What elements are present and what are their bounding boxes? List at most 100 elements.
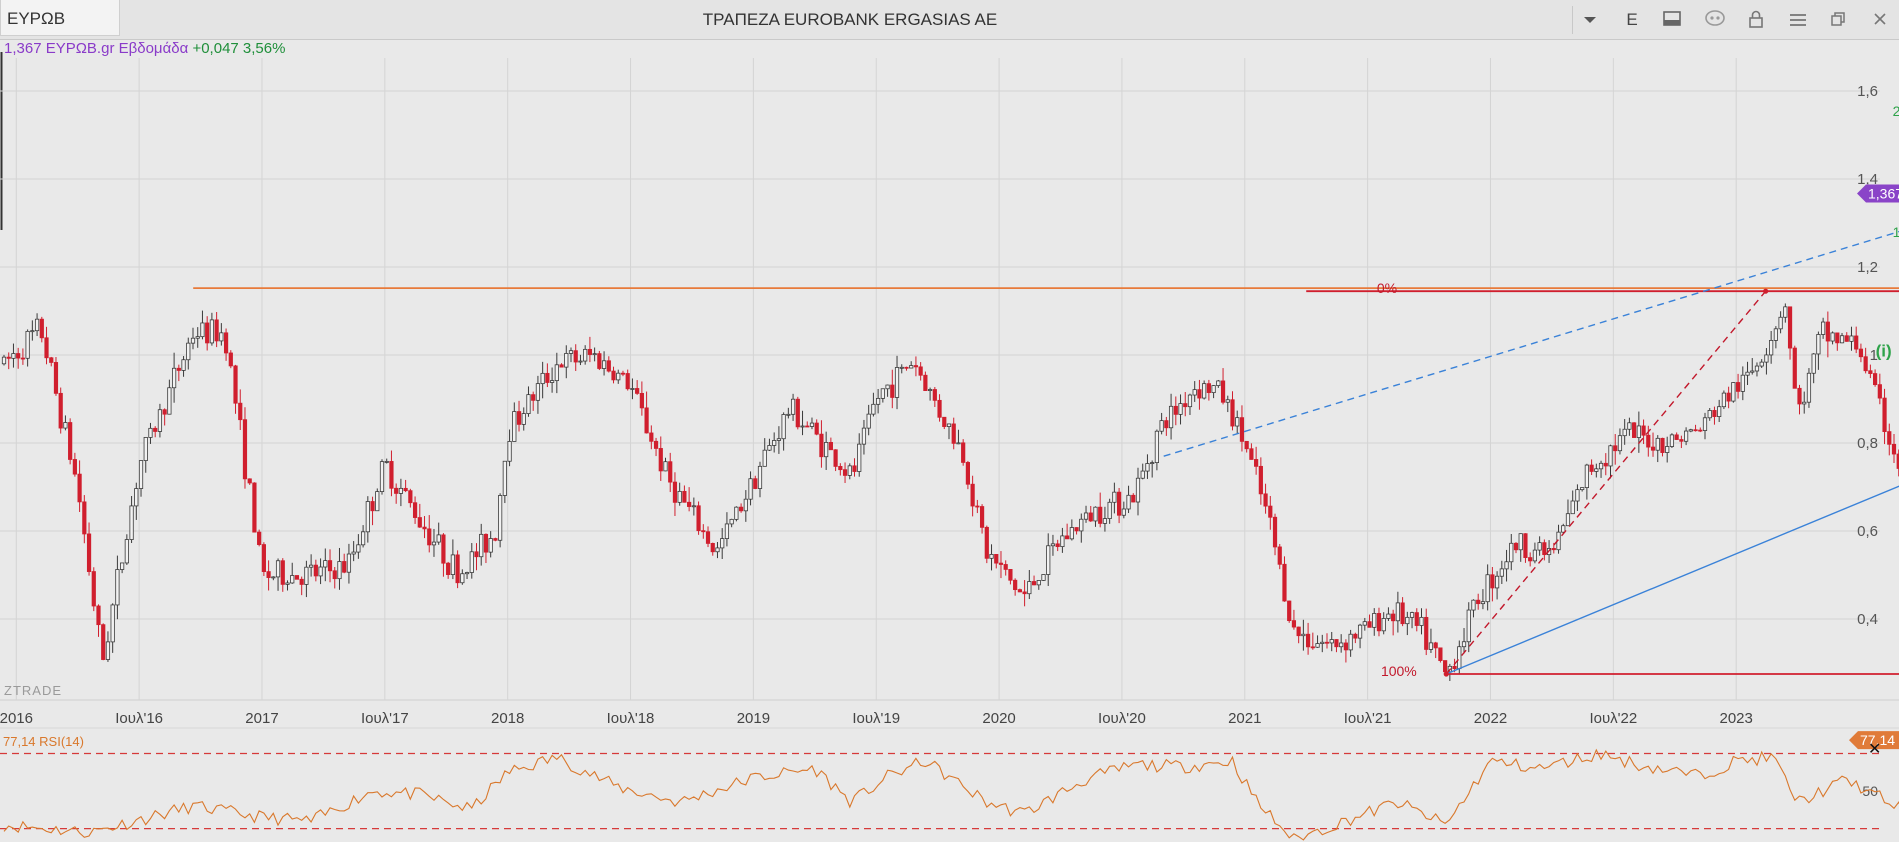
candle-body [956,442,961,445]
rsi-close-icon[interactable]: ✕ [1868,741,1882,758]
dropdown-chevron-icon[interactable] [1572,0,1608,39]
candle-body [885,384,890,390]
y-tick-label: 1 [1870,347,1878,364]
candle-body [1,356,7,365]
candle-body [1523,533,1528,558]
candle-body [129,505,134,540]
menu-icon[interactable] [1780,0,1816,39]
candle-body [1287,600,1292,622]
candle-body [1849,335,1854,342]
candle-body [1433,642,1438,649]
candle-body [30,330,35,333]
candle-body [1282,563,1287,602]
candle-body [1050,543,1056,547]
candle-body [1702,417,1708,431]
candle-body [559,364,564,368]
candle-body [1863,356,1868,372]
candle-body [535,383,541,401]
candle-body [11,353,16,359]
candle-body [205,322,210,344]
candle-body [890,384,895,398]
candle-body [583,348,588,362]
candle-body [1707,410,1712,419]
candle-body [1608,445,1613,467]
candle-body [710,543,715,553]
candle-body [625,373,630,390]
restore-icon[interactable] [1820,0,1856,39]
candle-body [469,551,474,573]
candle-body [1145,463,1150,472]
candle-body [1003,564,1008,570]
candle-body [975,505,980,508]
x-tick-label: 2021 [1228,710,1261,727]
candle-body [786,413,791,416]
e-button[interactable]: E [1626,10,1638,29]
candle-body [120,562,125,570]
candle-body [1613,445,1618,452]
candle-body [1660,437,1665,453]
candle-body [351,551,356,555]
candle-body [1759,361,1764,367]
candle-body [1168,405,1174,429]
candle-body [1230,399,1235,427]
x-tick-label: Ιουλ'21 [1344,710,1392,727]
candle-body [687,501,692,507]
candle-body [814,422,819,435]
candle-body [422,526,427,530]
candle-body [1140,470,1145,479]
candle-body [384,461,389,463]
candle-body [516,411,522,425]
quote-icon[interactable] [1697,0,1733,39]
candle-body [1419,616,1424,626]
candle-body [1825,321,1830,342]
candle-body [1891,443,1897,455]
candle-body [592,353,597,356]
candle-body [72,459,77,475]
candle-body [1457,646,1462,670]
candle-body [1409,612,1415,618]
candle-body [1669,434,1675,447]
candle-body [1159,420,1164,432]
candle-body [1466,609,1471,643]
candle-body [313,564,318,577]
candle-body [1598,462,1604,470]
x-tick-label: Ιουλ'17 [361,710,409,727]
candle-body [1499,568,1504,577]
candle-body [635,388,640,394]
candle-body [370,501,375,512]
candle-body [1811,353,1816,374]
candle-body [1428,642,1434,650]
candle-body [360,531,366,546]
candle-body [1537,542,1542,551]
candle-body [209,319,214,344]
candle-body [1324,641,1330,644]
candle-body [1372,613,1377,628]
candle-body [356,544,361,553]
candle-body [186,342,191,361]
candle-body [899,366,904,369]
y-tick-label: 0,4 [1857,611,1878,628]
panel-icon[interactable] [1654,0,1690,39]
candle-body [271,576,276,579]
candle-body [181,359,186,371]
close-icon[interactable] [1862,0,1898,39]
candle-body [408,490,413,504]
window-title: ΤΡΑΠΕΖΑ EUROBANK ERGASIAS AE [702,10,998,29]
last-price-label: 1,367 [1868,186,1899,202]
candle-body [417,517,422,528]
candle-body [1017,589,1022,593]
lock-icon[interactable] [1738,0,1774,39]
candle-body [1877,384,1882,399]
candle-body [294,575,300,580]
candle-body [1216,380,1221,386]
candle-body [568,350,574,354]
candle-body [1154,430,1159,464]
candle-body [1636,425,1641,438]
candle-body [984,526,989,559]
candle-body [1414,612,1419,626]
candle-body [1013,579,1018,591]
symbol-tab[interactable]: ΕΥΡΩΒ [0,0,120,36]
candle-body [1717,406,1722,417]
candle-body [1065,535,1070,540]
